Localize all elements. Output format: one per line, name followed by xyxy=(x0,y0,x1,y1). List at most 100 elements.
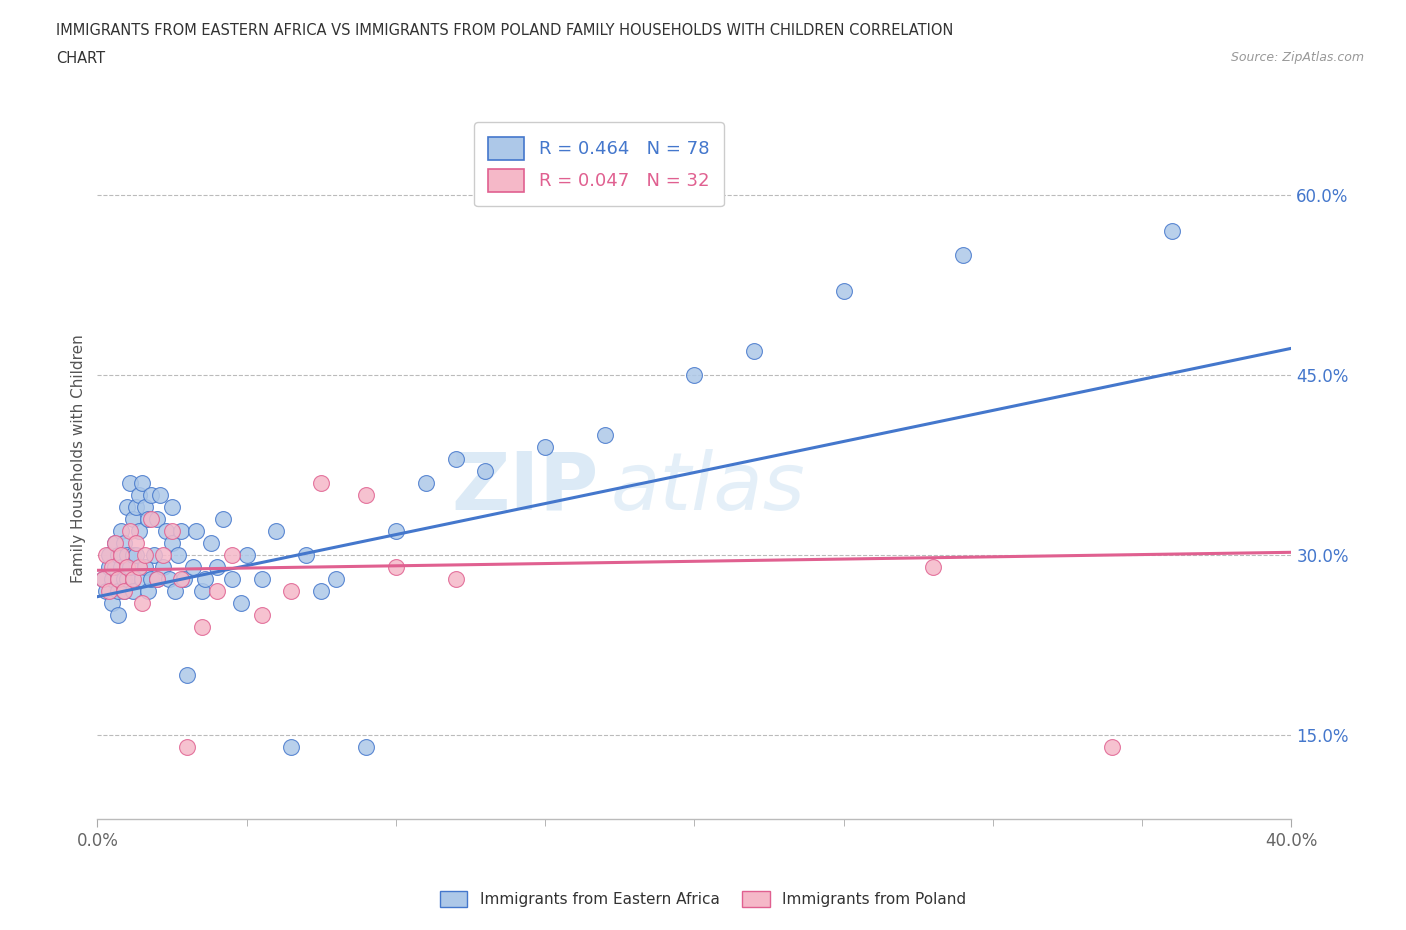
Point xyxy=(205,583,228,598)
Point xyxy=(96,583,118,598)
Point xyxy=(683,367,706,382)
Point xyxy=(593,427,616,442)
Point xyxy=(167,547,190,562)
Point xyxy=(134,499,156,514)
Point xyxy=(149,487,172,502)
Point xyxy=(157,571,180,586)
Point xyxy=(101,595,124,610)
Point xyxy=(134,559,156,574)
Point xyxy=(1161,223,1184,238)
Point xyxy=(534,439,557,454)
Point xyxy=(280,583,302,598)
Point xyxy=(96,547,118,562)
Point xyxy=(115,499,138,514)
Point xyxy=(229,595,252,610)
Point xyxy=(110,547,132,562)
Point xyxy=(444,571,467,586)
Point xyxy=(152,559,174,574)
Point xyxy=(194,571,217,586)
Point xyxy=(104,536,127,551)
Point xyxy=(101,571,124,586)
Point xyxy=(125,547,148,562)
Point xyxy=(104,536,127,551)
Text: IMMIGRANTS FROM EASTERN AFRICA VS IMMIGRANTS FROM POLAND FAMILY HOUSEHOLDS WITH : IMMIGRANTS FROM EASTERN AFRICA VS IMMIGR… xyxy=(56,23,953,38)
Point xyxy=(155,524,177,538)
Text: ZIP: ZIP xyxy=(451,448,599,526)
Point xyxy=(107,607,129,622)
Point xyxy=(120,475,142,490)
Point xyxy=(176,667,198,682)
Point xyxy=(139,571,162,586)
Point xyxy=(112,583,135,598)
Point xyxy=(205,559,228,574)
Point xyxy=(184,524,207,538)
Point xyxy=(125,499,148,514)
Point xyxy=(309,475,332,490)
Text: atlas: atlas xyxy=(610,448,806,526)
Point xyxy=(146,571,169,586)
Point xyxy=(110,559,132,574)
Legend: R = 0.464   N = 78, R = 0.047   N = 32: R = 0.464 N = 78, R = 0.047 N = 32 xyxy=(474,122,724,206)
Point xyxy=(742,343,765,358)
Point xyxy=(131,595,153,610)
Point xyxy=(235,547,257,562)
Point xyxy=(385,559,408,574)
Point xyxy=(160,536,183,551)
Point xyxy=(120,524,142,538)
Point xyxy=(134,547,156,562)
Point xyxy=(922,559,945,574)
Point xyxy=(122,512,145,526)
Point xyxy=(112,571,135,586)
Point xyxy=(115,559,138,574)
Point xyxy=(280,739,302,754)
Point xyxy=(107,571,129,586)
Point xyxy=(415,475,437,490)
Point xyxy=(122,547,145,562)
Point xyxy=(163,583,186,598)
Point xyxy=(131,475,153,490)
Point xyxy=(128,487,150,502)
Point xyxy=(128,559,150,574)
Point xyxy=(98,559,121,574)
Point xyxy=(152,547,174,562)
Point xyxy=(122,571,145,586)
Point xyxy=(146,571,169,586)
Point xyxy=(146,512,169,526)
Text: CHART: CHART xyxy=(56,51,105,66)
Point xyxy=(1101,739,1123,754)
Point xyxy=(250,571,273,586)
Point xyxy=(107,583,129,598)
Point xyxy=(107,547,129,562)
Point xyxy=(952,247,974,262)
Point xyxy=(160,499,183,514)
Point xyxy=(104,559,127,574)
Point xyxy=(170,571,193,586)
Point xyxy=(110,524,132,538)
Point xyxy=(354,487,377,502)
Point xyxy=(474,463,496,478)
Point xyxy=(173,571,195,586)
Point xyxy=(354,739,377,754)
Point xyxy=(91,571,114,586)
Point xyxy=(170,524,193,538)
Point xyxy=(221,547,243,562)
Point xyxy=(832,284,855,299)
Point xyxy=(191,583,214,598)
Point xyxy=(176,739,198,754)
Point xyxy=(444,451,467,466)
Point xyxy=(160,524,183,538)
Point xyxy=(98,547,121,562)
Point xyxy=(250,607,273,622)
Point xyxy=(266,524,288,538)
Point xyxy=(112,536,135,551)
Point xyxy=(139,512,162,526)
Point xyxy=(112,583,135,598)
Point xyxy=(136,583,159,598)
Point xyxy=(325,571,347,586)
Point xyxy=(200,536,222,551)
Point xyxy=(221,571,243,586)
Point xyxy=(98,583,121,598)
Point xyxy=(143,547,166,562)
Point xyxy=(91,571,114,586)
Y-axis label: Family Households with Children: Family Households with Children xyxy=(72,334,86,583)
